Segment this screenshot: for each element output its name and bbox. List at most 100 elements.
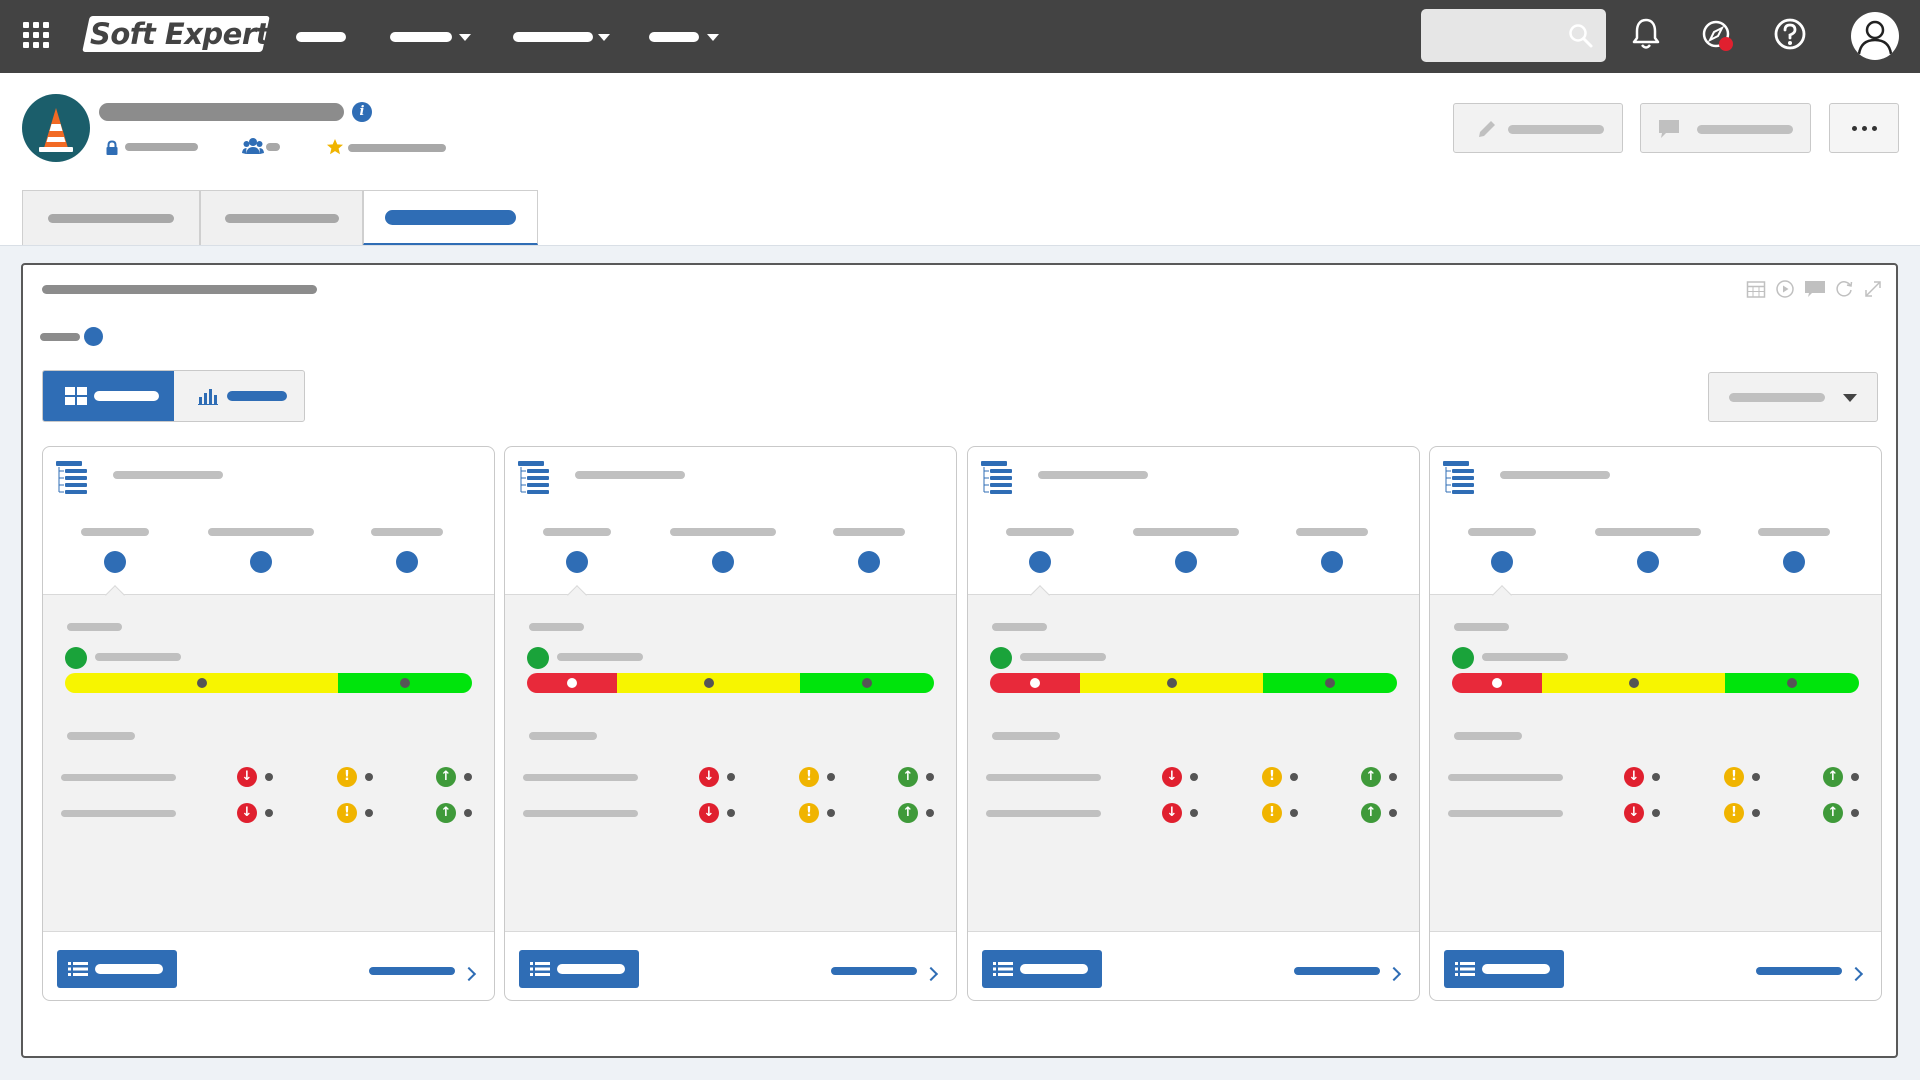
gauge-segment-green bbox=[338, 673, 472, 693]
column-value-indicator[interactable] bbox=[1637, 551, 1659, 573]
comment-icon[interactable] bbox=[1804, 279, 1826, 299]
trend-count bbox=[464, 773, 472, 781]
gauge-segment-yellow bbox=[617, 673, 800, 693]
info-icon[interactable]: i bbox=[352, 102, 372, 122]
chevron-right-icon[interactable] bbox=[923, 966, 939, 982]
trend-count bbox=[265, 773, 273, 781]
lock-icon bbox=[106, 140, 118, 155]
panel-title bbox=[42, 285, 317, 294]
trend-up-icon: ↑ bbox=[1823, 803, 1843, 823]
column-value-indicator[interactable] bbox=[250, 551, 272, 573]
performance-gauge bbox=[990, 673, 1397, 693]
chevron-down-icon bbox=[459, 34, 471, 41]
search-icon[interactable] bbox=[1568, 23, 1594, 49]
column-value-indicator[interactable] bbox=[858, 551, 880, 573]
gauge-marker bbox=[704, 678, 714, 688]
list-details-button[interactable] bbox=[982, 950, 1102, 988]
column-value-indicator[interactable] bbox=[1175, 551, 1197, 573]
trend-count bbox=[926, 773, 934, 781]
trend-count bbox=[1752, 809, 1760, 817]
column-value-indicator[interactable] bbox=[104, 551, 126, 573]
grid-view-button[interactable] bbox=[43, 371, 174, 421]
gauge-segment-green bbox=[1263, 673, 1397, 693]
column-value-indicator[interactable] bbox=[712, 551, 734, 573]
card-body: ↓! ↑ ↓! ↑ bbox=[505, 594, 956, 932]
more-options-button[interactable] bbox=[1829, 103, 1899, 153]
column-label bbox=[1006, 528, 1074, 536]
filter-label bbox=[40, 333, 80, 341]
card-title bbox=[113, 471, 223, 479]
nav-item-3[interactable] bbox=[513, 32, 593, 42]
nav-item-2[interactable] bbox=[390, 32, 452, 42]
user-avatar-icon[interactable] bbox=[1851, 12, 1899, 60]
trend-count bbox=[365, 773, 373, 781]
expand-icon[interactable] bbox=[1863, 279, 1883, 299]
play-icon[interactable] bbox=[1775, 279, 1795, 299]
bar-chart-icon bbox=[198, 389, 218, 405]
list-details-button[interactable] bbox=[519, 950, 639, 988]
list-details-button[interactable] bbox=[1444, 950, 1564, 988]
gauge-segment-red bbox=[527, 673, 617, 693]
apps-grid-icon[interactable] bbox=[23, 22, 49, 48]
grid-view-icon bbox=[65, 387, 87, 405]
project-rating-text bbox=[348, 144, 446, 152]
column-value-indicator[interactable] bbox=[1783, 551, 1805, 573]
nav-item-4[interactable] bbox=[649, 32, 699, 42]
refresh-icon[interactable] bbox=[1834, 279, 1854, 299]
column-label bbox=[81, 528, 149, 536]
column-label bbox=[1468, 528, 1536, 536]
chevron-down-icon bbox=[1843, 394, 1857, 402]
notification-badge bbox=[1719, 37, 1733, 51]
list-details-button[interactable] bbox=[57, 950, 177, 988]
trend-count bbox=[1290, 809, 1298, 817]
section-label bbox=[1454, 732, 1522, 740]
calendar-icon[interactable] bbox=[1746, 279, 1766, 299]
ellipsis-icon bbox=[1851, 125, 1857, 131]
project-status-text bbox=[125, 143, 198, 151]
trend-count bbox=[727, 809, 735, 817]
tab-1-label bbox=[48, 214, 174, 223]
period-select[interactable] bbox=[1708, 372, 1878, 422]
view-more-link[interactable] bbox=[1294, 967, 1380, 975]
nav-item-1[interactable] bbox=[296, 32, 346, 42]
chevron-right-icon[interactable] bbox=[461, 966, 477, 982]
help-icon[interactable] bbox=[1770, 14, 1810, 54]
chevron-right-icon[interactable] bbox=[1386, 966, 1402, 982]
chevron-down-icon bbox=[707, 34, 719, 41]
trend-count bbox=[365, 809, 373, 817]
trend-down-icon: ↓ bbox=[1162, 803, 1182, 823]
view-toggle bbox=[42, 370, 305, 422]
bell-icon[interactable] bbox=[1626, 14, 1666, 54]
column-value-indicator[interactable] bbox=[396, 551, 418, 573]
list-details-label bbox=[95, 964, 163, 974]
edit-button[interactable] bbox=[1453, 103, 1623, 153]
view-more-link[interactable] bbox=[1756, 967, 1842, 975]
card-title bbox=[1038, 471, 1148, 479]
gauge-marker bbox=[862, 678, 872, 688]
brand-logo[interactable]: Soft Expert bbox=[90, 17, 270, 51]
compass-icon[interactable] bbox=[1697, 14, 1737, 54]
trend-down-icon: ↓ bbox=[1162, 767, 1182, 787]
section-label bbox=[992, 623, 1047, 631]
gauge-segment-yellow bbox=[1542, 673, 1725, 693]
comment-button[interactable] bbox=[1640, 103, 1811, 153]
column-value-indicator[interactable] bbox=[1029, 551, 1051, 573]
trend-count bbox=[1190, 809, 1198, 817]
tab-2[interactable] bbox=[200, 190, 363, 245]
trend-up-icon: ↑ bbox=[436, 767, 456, 787]
view-more-link[interactable] bbox=[831, 967, 917, 975]
chevron-right-icon[interactable] bbox=[1848, 966, 1864, 982]
trend-count bbox=[1652, 773, 1660, 781]
status-indicator bbox=[527, 647, 549, 669]
column-value-indicator[interactable] bbox=[1491, 551, 1513, 573]
view-more-link[interactable] bbox=[369, 967, 455, 975]
chart-view-button[interactable] bbox=[174, 371, 304, 421]
search-input[interactable] bbox=[1421, 9, 1606, 62]
column-value-indicator[interactable] bbox=[1321, 551, 1343, 573]
tab-3-active[interactable] bbox=[363, 190, 538, 245]
filter-indicator[interactable] bbox=[84, 327, 103, 346]
gauge-marker bbox=[1787, 678, 1797, 688]
column-value-indicator[interactable] bbox=[566, 551, 588, 573]
tab-1[interactable] bbox=[22, 190, 200, 245]
trend-count bbox=[1851, 809, 1859, 817]
